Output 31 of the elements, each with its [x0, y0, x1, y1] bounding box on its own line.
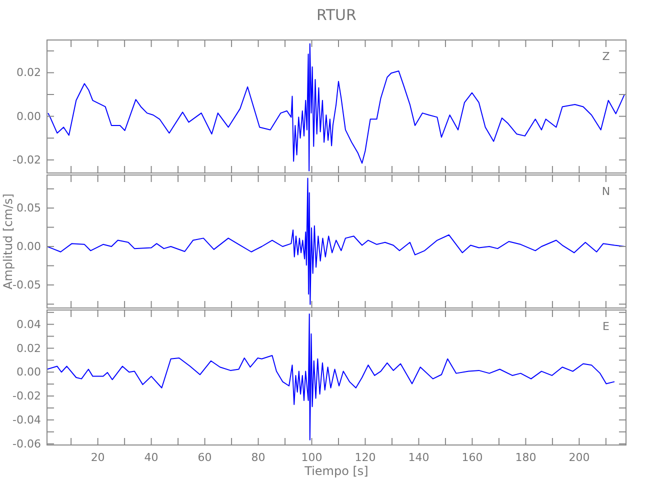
x-tick-label: 120 [354, 451, 376, 464]
chart-title: RTUR [316, 6, 356, 24]
y-tick-label: -0.04 [12, 413, 41, 426]
line-series [47, 178, 626, 305]
y-tick-label: 0.05 [16, 202, 41, 215]
y-tick-label: 0.02 [16, 342, 41, 355]
x-tick-label: 100 [301, 451, 322, 464]
y-tick-label: 0.04 [16, 318, 41, 331]
y-tick-label: -0.05 [12, 278, 41, 292]
x-tick-label: 40 [144, 451, 158, 464]
line-series [47, 313, 615, 440]
x-tick-label: 180 [515, 451, 536, 464]
y-tick-label: -0.06 [12, 437, 41, 450]
line-series [48, 43, 626, 172]
annotation: N [602, 185, 610, 198]
y-axis-title: Amplitud [cm/s] [1, 194, 15, 290]
y-tick-label: 0.00 [16, 366, 41, 379]
y-tick-label: -0.02 [12, 153, 41, 166]
y-tick-label: -0.02 [12, 390, 41, 403]
x-axis-title: Tiempo [s] [304, 464, 368, 478]
annotation: E [602, 320, 610, 333]
y-tick-label: 0.02 [16, 66, 41, 80]
x-tick-label: 60 [198, 451, 212, 464]
x-tick-label: 20 [90, 451, 105, 464]
x-tick-label: 140 [408, 451, 430, 464]
x-tick-label: 80 [251, 451, 266, 464]
y-tick-label: 0.00 [16, 240, 41, 254]
x-tick-label: 160 [462, 451, 483, 464]
x-tick-label: 200 [568, 451, 590, 464]
annotation: Z [602, 50, 610, 63]
y-tick-label: 0.00 [16, 110, 41, 123]
